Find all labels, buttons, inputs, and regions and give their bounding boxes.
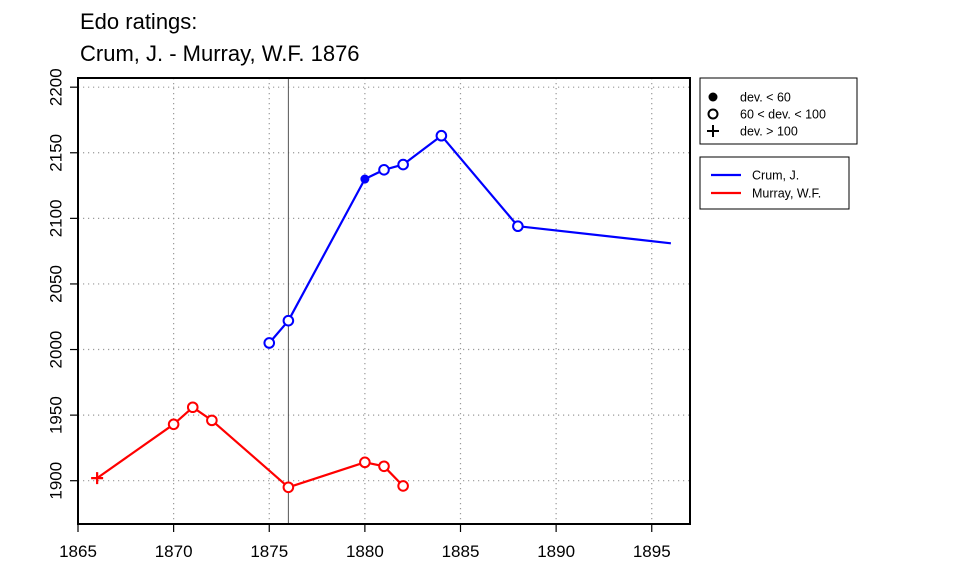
data-point-open	[397, 158, 409, 171]
marker-legend-label: 60 < dev. < 100	[740, 108, 826, 122]
y-tick-label: 1900	[47, 462, 66, 500]
x-tick-label: 1865	[59, 542, 97, 561]
data-point-open	[397, 480, 409, 492]
data-point-open	[263, 337, 276, 349]
series-line	[96, 406, 404, 489]
plot-frame	[77, 77, 691, 525]
series-line	[268, 134, 672, 344]
open-circle-marker-icon	[707, 108, 719, 120]
axes-group: 1865 1870 1875 1880 1885 1890 1895 1900 1950 2000…	[47, 68, 671, 561]
y-tick-label: 2000	[47, 331, 66, 369]
x-tick-label: 1890	[537, 542, 575, 561]
data-point-open	[512, 220, 524, 233]
plus-marker-icon	[707, 125, 719, 137]
data-point-open	[378, 460, 390, 473]
chart-title-line-1: Edo ratings:	[80, 9, 197, 34]
data-point-open	[282, 481, 295, 494]
x-tick-label: 1880	[346, 542, 384, 561]
y-tick-label: 2050	[47, 265, 66, 303]
marker-legend-label: dev. < 60	[740, 91, 791, 105]
series-legend-label: Murray, W.F.	[752, 187, 821, 201]
y-tick-label: 2150	[47, 134, 66, 172]
filled-circle-marker-icon	[708, 92, 718, 102]
data-point-open	[186, 401, 199, 414]
grid-lines	[77, 78, 690, 524]
data-point-open	[282, 314, 295, 327]
series-legend-label: Crum, J.	[752, 169, 799, 183]
series-group	[91, 129, 672, 494]
data-point-open	[206, 414, 218, 427]
x-tick-label: 1885	[442, 542, 480, 561]
marker-legend-label: dev. > 100	[740, 125, 798, 139]
data-point-open	[167, 418, 180, 431]
x-tick-label: 1875	[250, 542, 288, 561]
x-tick-label: 1895	[633, 542, 671, 561]
chart-title-line-2: Crum, J. - Murray, W.F. 1876	[80, 41, 360, 66]
series-crum	[263, 129, 672, 349]
data-point-open	[359, 456, 371, 469]
marker-legend-box	[699, 77, 858, 145]
series-legend: Crum, J. Murray, W.F.	[699, 156, 850, 210]
data-point-plus	[91, 472, 104, 485]
y-tick-label: 2100	[47, 199, 66, 237]
y-tick-label: 2200	[47, 68, 66, 106]
series-legend-box	[699, 156, 850, 210]
data-point-open	[378, 164, 390, 176]
y-tick-label: 1950	[47, 396, 66, 434]
data-point-filled	[360, 174, 370, 184]
marker-legend: dev. < 60 60 < dev. < 100 dev. > 100	[699, 77, 858, 145]
series-murray	[91, 401, 409, 494]
x-tick-label: 1870	[155, 542, 193, 561]
data-point-open	[435, 129, 448, 142]
